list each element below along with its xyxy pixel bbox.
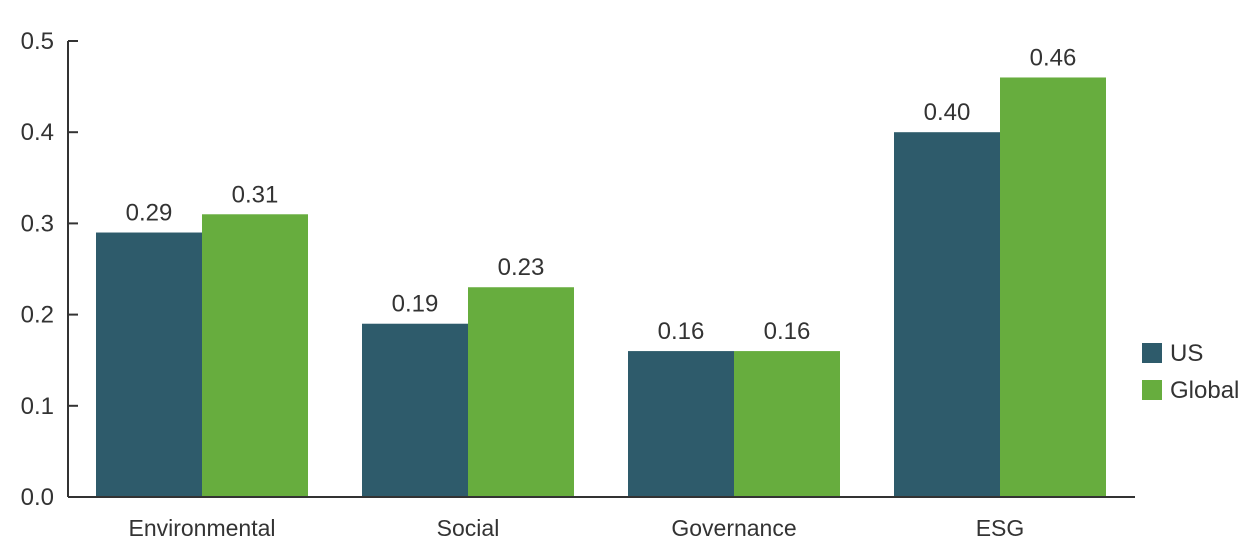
bar-us-social (362, 323, 468, 497)
data-label: 0.16 (764, 318, 811, 345)
bar-us-governance (628, 351, 734, 497)
data-label: 0.16 (658, 318, 705, 345)
y-tick-label: 0.5 (21, 28, 54, 55)
bar-global-social (468, 287, 574, 497)
legend-swatch-us (1142, 343, 1162, 363)
data-label: 0.19 (392, 291, 439, 318)
x-category-label: Governance (671, 515, 796, 541)
y-axis-ticks: 0.0 0.1 0.2 0.3 0.4 0.5 (21, 28, 78, 511)
y-tick-label: 0.4 (21, 119, 54, 146)
data-label: 0.29 (126, 200, 173, 227)
data-label: 0.31 (232, 181, 279, 208)
bar-global-governance (734, 351, 840, 497)
data-label: 0.23 (498, 254, 545, 281)
legend: US Global (1142, 340, 1239, 404)
y-tick-label: 0.0 (21, 484, 54, 511)
x-category-label: Environmental (128, 515, 275, 541)
data-label: 0.46 (1030, 44, 1077, 71)
x-category-label: ESG (976, 515, 1025, 541)
bars-group (96, 77, 1106, 497)
y-tick-label: 0.3 (21, 210, 54, 237)
x-axis-labels: Environmental Social Governance ESG (128, 515, 1024, 541)
data-labels-group: 0.29 0.31 0.19 0.23 0.16 0.16 0.40 0.46 (126, 44, 1077, 345)
bar-global-environmental (202, 214, 308, 497)
legend-swatch-global (1142, 380, 1162, 400)
data-label: 0.40 (924, 99, 971, 126)
bar-us-esg (894, 132, 1000, 497)
y-tick-label: 0.1 (21, 393, 54, 420)
bar-us-environmental (96, 232, 202, 497)
x-category-label: Social (437, 515, 500, 541)
legend-label-global: Global (1170, 377, 1239, 404)
y-tick-label: 0.2 (21, 302, 54, 329)
legend-label-us: US (1170, 340, 1203, 367)
bar-global-esg (1000, 77, 1106, 497)
